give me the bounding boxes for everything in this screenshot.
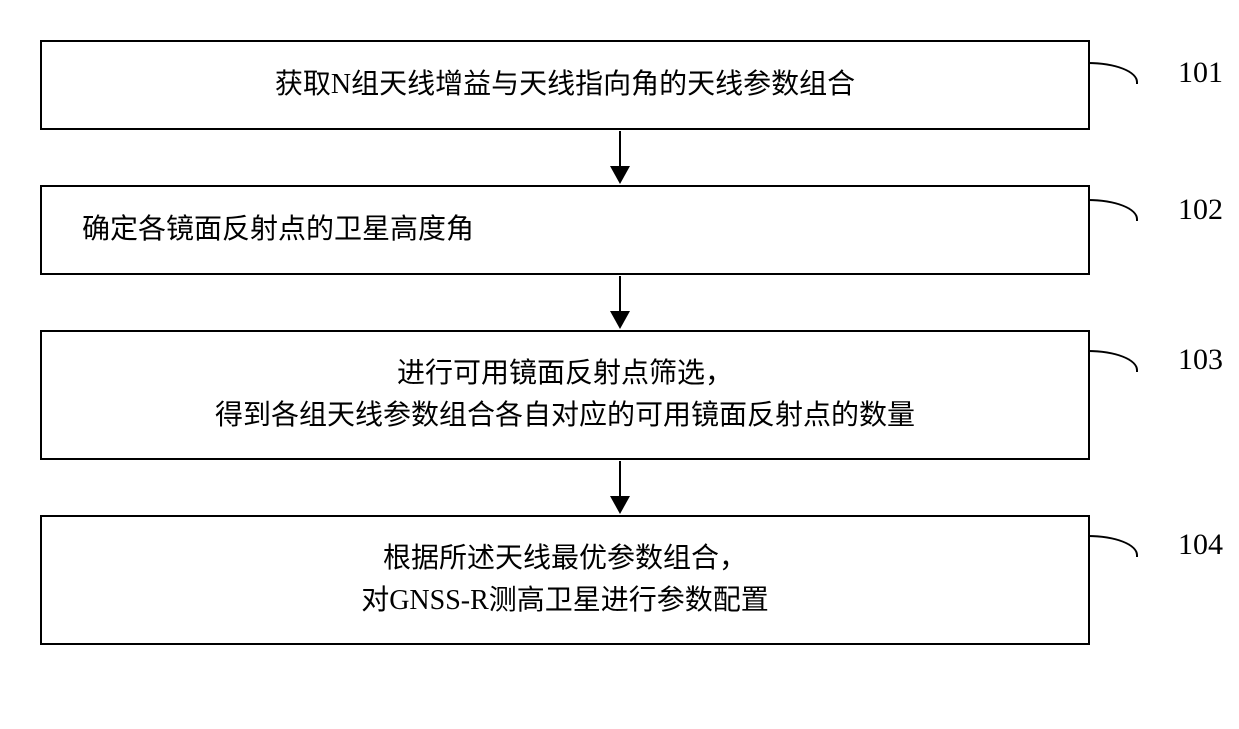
connector-curve: [1088, 62, 1138, 84]
step-text-container: 根据所述天线最优参数组合， 对GNSS-R测高卫星进行参数配置: [361, 538, 769, 622]
step-label-4: 104: [1178, 522, 1223, 567]
step-text-container: 进行可用镜面反射点筛选， 得到各组天线参数组合各自对应的可用镜面反射点的数量: [215, 353, 915, 437]
step-wrapper-4: 根据所述天线最优参数组合， 对GNSS-R测高卫星进行参数配置 104: [40, 515, 1199, 645]
step-label-1: 101: [1178, 50, 1223, 95]
step-box-4: 根据所述天线最优参数组合， 对GNSS-R测高卫星进行参数配置 104: [40, 515, 1090, 645]
connector-curve: [1088, 199, 1138, 221]
step-box-2: 确定各镜面反射点的卫星高度角 102: [40, 185, 1090, 275]
arrow-1: [610, 130, 630, 185]
step-text-line1: 进行可用镜面反射点筛选，: [215, 353, 915, 395]
arrow-head: [610, 311, 630, 329]
connector-curve: [1088, 535, 1138, 557]
step-wrapper-1: 获取N组天线增益与天线指向角的天线参数组合 101: [40, 40, 1199, 130]
arrow-line: [619, 131, 621, 166]
connector-curve: [1088, 350, 1138, 372]
arrow-3: [610, 460, 630, 515]
flowchart-container: 获取N组天线增益与天线指向角的天线参数组合 101 确定各镜面反射点的卫星高度角…: [40, 40, 1199, 645]
step-label-3: 103: [1178, 337, 1223, 382]
arrow-line: [619, 461, 621, 496]
arrow-2: [610, 275, 630, 330]
step-text: 获取N组天线增益与天线指向角的天线参数组合: [275, 64, 855, 106]
arrow-head: [610, 166, 630, 184]
step-text-line2: 对GNSS-R测高卫星进行参数配置: [361, 580, 769, 622]
step-wrapper-3: 进行可用镜面反射点筛选， 得到各组天线参数组合各自对应的可用镜面反射点的数量 1…: [40, 330, 1199, 460]
step-text: 确定各镜面反射点的卫星高度角: [82, 209, 474, 251]
step-wrapper-2: 确定各镜面反射点的卫星高度角 102: [40, 185, 1199, 275]
step-box-1: 获取N组天线增益与天线指向角的天线参数组合 101: [40, 40, 1090, 130]
arrow-head: [610, 496, 630, 514]
step-box-3: 进行可用镜面反射点筛选， 得到各组天线参数组合各自对应的可用镜面反射点的数量 1…: [40, 330, 1090, 460]
step-text-line1: 根据所述天线最优参数组合，: [361, 538, 769, 580]
step-text-line2: 得到各组天线参数组合各自对应的可用镜面反射点的数量: [215, 395, 915, 437]
arrow-line: [619, 276, 621, 311]
step-label-2: 102: [1178, 187, 1223, 232]
